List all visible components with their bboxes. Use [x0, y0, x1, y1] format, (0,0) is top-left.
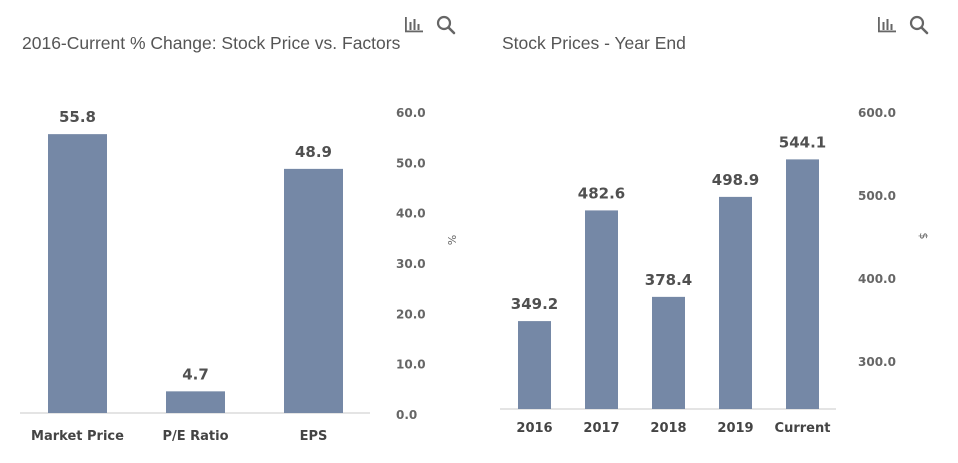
data-label: 55.8	[59, 108, 96, 126]
bar	[166, 391, 225, 413]
y-tick-label: 60.0	[396, 106, 426, 120]
x-tick-label: 2017	[583, 421, 619, 436]
y-tick-label: 50.0	[396, 156, 426, 170]
y-tick-label: 30.0	[396, 257, 426, 271]
x-tick-label: P/E Ratio	[162, 429, 228, 444]
y-tick-label: 300.0	[858, 355, 896, 369]
chart-title: 2016-Current % Change: Stock Price vs. F…	[22, 33, 401, 53]
y-tick-label: 10.0	[396, 358, 426, 372]
bar-chart-icon[interactable]	[876, 14, 898, 36]
y-axis-unit-label: %	[445, 235, 458, 245]
x-tick-label: EPS	[300, 429, 328, 444]
bar-chart-percent-change: 60.0 50.0 40.0 30.0 20.0 10.0 0.0% 55.8 Market P…	[20, 106, 458, 444]
x-tick-label: Current	[775, 421, 831, 436]
y-axis-unit-label: $	[917, 233, 930, 240]
y-tick-label: 400.0	[858, 272, 896, 286]
chart-toolbar	[876, 14, 936, 36]
bar	[786, 159, 819, 409]
chart-panel-price-vs-factors: 2016-Current % Change: Stock Price vs. F…	[20, 14, 463, 444]
chart-toolbar	[403, 14, 463, 36]
x-tick-label: Market Price	[31, 429, 124, 444]
search-icon[interactable]	[435, 14, 457, 36]
x-tick-label: 2018	[650, 421, 686, 436]
y-tick-label: 500.0	[858, 189, 896, 203]
bar	[652, 296, 685, 409]
bar	[48, 134, 107, 413]
bar	[585, 210, 618, 409]
y-tick-label: 40.0	[396, 207, 426, 221]
search-icon[interactable]	[908, 14, 930, 36]
bar	[284, 168, 343, 413]
data-label: 378.4	[645, 271, 692, 289]
data-label: 4.7	[182, 365, 209, 383]
chart-panel-stock-prices: Stock Prices - Year End 600.0 500.0 400.0 3…	[480, 0, 958, 463]
x-tick-label: 2019	[717, 421, 753, 436]
x-tick-label: 2016	[516, 421, 552, 436]
y-tick-label: 20.0	[396, 307, 426, 321]
y-tick-label: 0.0	[396, 408, 417, 422]
bar	[719, 196, 752, 409]
bar-chart-stock-prices: 600.0 500.0 400.0 300.0 $349.2 2016 482.6 2017 3…	[500, 106, 930, 436]
data-label: 498.9	[712, 171, 759, 189]
data-label: 349.2	[511, 295, 558, 313]
bar-chart-icon[interactable]	[403, 14, 425, 36]
y-tick-label: 600.0	[858, 106, 896, 120]
data-label: 48.9	[295, 143, 332, 161]
chart-title: Stock Prices - Year End	[502, 33, 686, 53]
data-label: 482.6	[578, 184, 625, 202]
data-label: 544.1	[779, 133, 826, 151]
bar	[518, 321, 551, 409]
